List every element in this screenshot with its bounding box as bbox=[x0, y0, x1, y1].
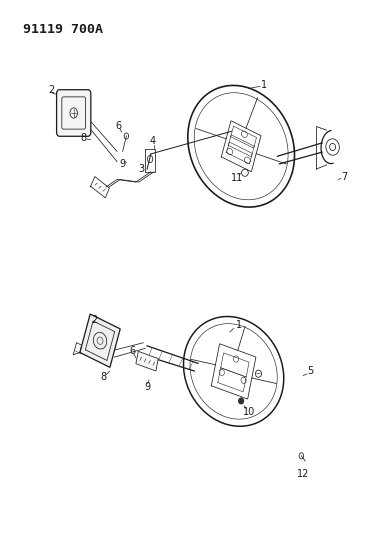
Text: 3: 3 bbox=[138, 164, 145, 174]
Text: 9: 9 bbox=[120, 159, 126, 169]
Text: 2: 2 bbox=[91, 315, 98, 325]
Text: 8: 8 bbox=[80, 133, 86, 142]
Text: 9: 9 bbox=[144, 382, 150, 392]
Text: 2: 2 bbox=[48, 85, 54, 95]
FancyBboxPatch shape bbox=[56, 90, 91, 136]
Text: 6: 6 bbox=[129, 346, 135, 356]
Text: 12: 12 bbox=[297, 469, 309, 479]
Text: 11: 11 bbox=[231, 173, 243, 183]
Text: 1: 1 bbox=[236, 320, 242, 330]
Text: 1: 1 bbox=[261, 80, 267, 90]
Ellipse shape bbox=[238, 398, 244, 404]
Polygon shape bbox=[80, 314, 120, 367]
Text: 4: 4 bbox=[150, 136, 156, 146]
Text: 91119 700A: 91119 700A bbox=[23, 23, 103, 36]
Text: 10: 10 bbox=[243, 407, 255, 417]
Text: 5: 5 bbox=[308, 366, 314, 376]
Polygon shape bbox=[136, 351, 158, 371]
Text: 7: 7 bbox=[341, 172, 348, 182]
Text: 6: 6 bbox=[116, 121, 122, 131]
Text: 8: 8 bbox=[101, 372, 107, 382]
